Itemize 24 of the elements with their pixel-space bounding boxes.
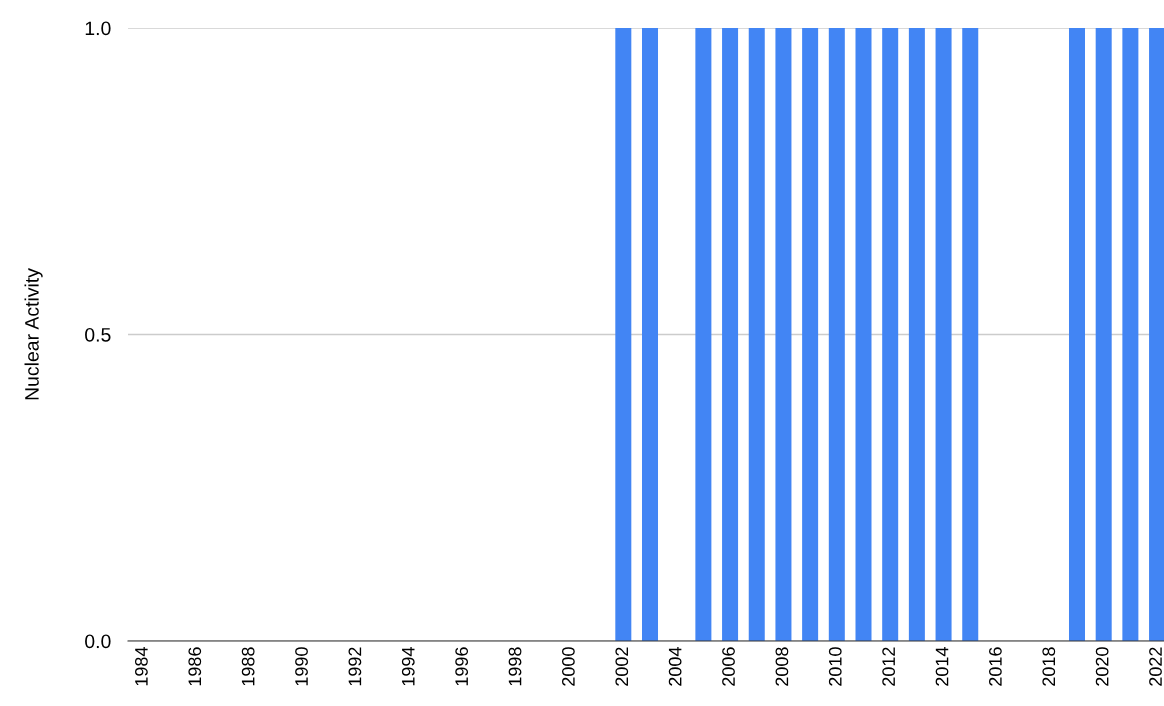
x-tick-label: 1988 <box>241 647 255 686</box>
x-tick-label: 1990 <box>295 647 308 686</box>
x-tick-label: 1998 <box>508 647 522 686</box>
x-tick-label: 2004 <box>668 647 682 686</box>
y-tick-label: 0.5 <box>85 327 111 342</box>
x-tick-label: 1992 <box>348 647 362 686</box>
x-tick-label: 2016 <box>989 647 1002 686</box>
x-tick-label: 2014 <box>935 647 949 686</box>
x-tick-label: 2000 <box>562 647 575 686</box>
x-tick-label: 2010 <box>828 647 842 686</box>
x-tick-label: 2022 <box>1149 647 1162 686</box>
x-tick-label: 2008 <box>775 647 789 686</box>
x-tick-label: 2012 <box>882 647 896 686</box>
y-tick-label: 1.0 <box>85 21 111 36</box>
x-tick-label: 2020 <box>1095 647 1109 686</box>
x-tick-label: 2002 <box>615 647 629 686</box>
x-tick-label: 1986 <box>188 647 202 686</box>
x-tick-label: 2006 <box>722 647 735 686</box>
x-tick-label: 1984 <box>135 647 148 686</box>
x-tick-label: 2018 <box>1042 647 1056 686</box>
x-tick-label: 1994 <box>401 647 415 686</box>
x-tick-label: 1996 <box>455 647 469 686</box>
y-axis-title: Nuclear Activity <box>24 268 43 400</box>
y-tick-label: 0.0 <box>85 634 111 649</box>
